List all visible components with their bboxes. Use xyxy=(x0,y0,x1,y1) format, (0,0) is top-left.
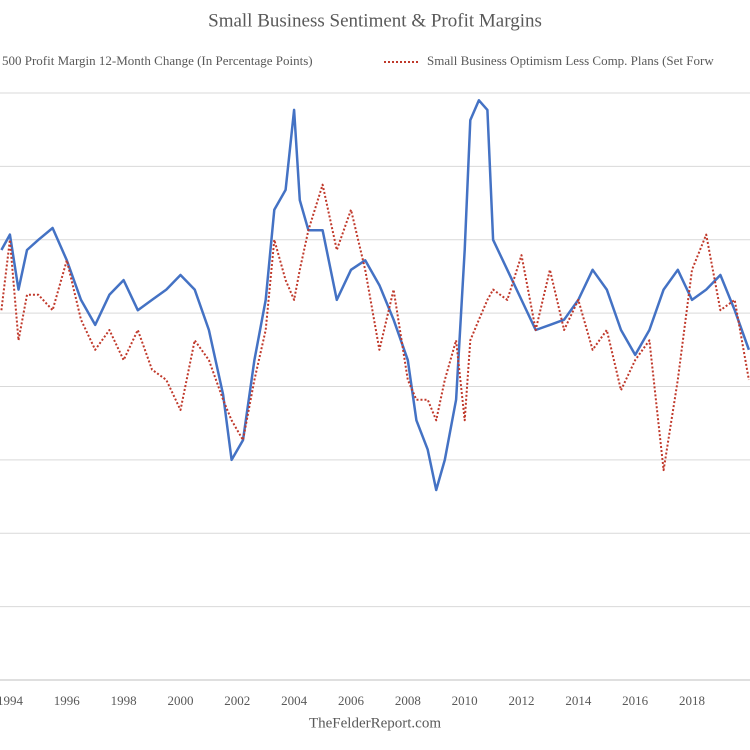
x-tick-label: 2000 xyxy=(167,693,193,708)
x-tick-label: 1996 xyxy=(54,693,81,708)
chart-title: Small Business Sentiment & Profit Margin… xyxy=(208,10,542,31)
legend-label: 500 Profit Margin 12-Month Change (In Pe… xyxy=(2,53,313,68)
x-tick-label: 2002 xyxy=(224,693,250,708)
x-tick-label: 2012 xyxy=(509,693,535,708)
series-line xyxy=(0,99,750,492)
x-tick-label: 2014 xyxy=(565,693,592,708)
x-tick-label: 2010 xyxy=(452,693,478,708)
x-tick-label: 2004 xyxy=(281,693,308,708)
x-tick-label: 1994 xyxy=(0,693,23,708)
x-tick-label: 2018 xyxy=(679,693,705,708)
legend-label: Small Business Optimism Less Comp. Plans… xyxy=(427,53,714,68)
series-line xyxy=(0,183,750,472)
x-tick-label: 2006 xyxy=(338,693,365,708)
x-tick-label: 2016 xyxy=(622,693,649,708)
source-note: TheFelderReport.com xyxy=(309,715,441,731)
x-tick-label: 1998 xyxy=(111,693,137,708)
x-tick-label: 2008 xyxy=(395,693,421,708)
